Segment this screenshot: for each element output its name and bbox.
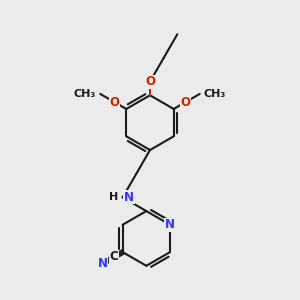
Text: H: H bbox=[109, 192, 119, 203]
Text: C: C bbox=[110, 250, 118, 263]
Text: N: N bbox=[124, 191, 134, 204]
Text: CH₃: CH₃ bbox=[204, 89, 226, 99]
Text: O: O bbox=[110, 96, 119, 109]
Text: O: O bbox=[145, 75, 155, 88]
Text: N: N bbox=[98, 257, 107, 270]
Text: N: N bbox=[165, 218, 175, 231]
Text: CH₃: CH₃ bbox=[74, 89, 96, 99]
Text: O: O bbox=[181, 96, 190, 109]
